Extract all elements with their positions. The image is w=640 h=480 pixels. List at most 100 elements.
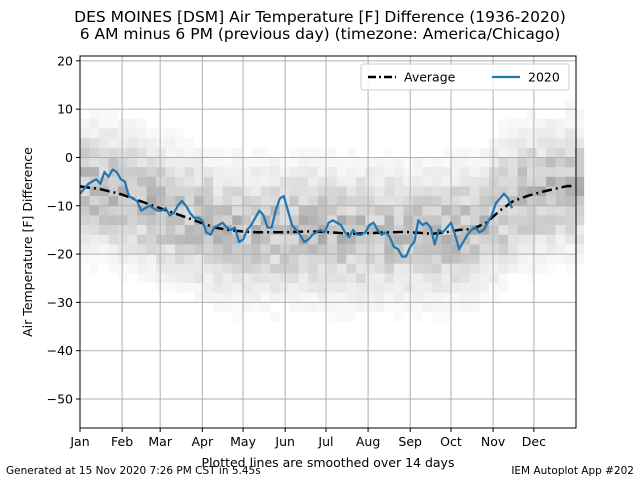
heatmap-cell (384, 225, 394, 235)
heatmap-cell (270, 196, 280, 206)
heatmap-cell (393, 186, 404, 197)
heatmap-cell (80, 254, 90, 264)
heatmap-cell (431, 157, 442, 168)
heatmap-cell (489, 147, 499, 158)
heatmap-cell (260, 263, 271, 274)
heatmap-cell (251, 147, 261, 158)
heatmap-cell (298, 283, 309, 293)
heatmap-cell (536, 205, 547, 216)
x-tick-label: Sep (398, 434, 422, 449)
heatmap-cell (260, 244, 271, 255)
heatmap-cell (260, 167, 271, 177)
heatmap-cell (384, 157, 394, 168)
heatmap-cell (346, 167, 356, 177)
heatmap-cell (118, 264, 128, 274)
heatmap-cell (222, 283, 233, 293)
heatmap-cell (99, 215, 109, 226)
heatmap-cell (165, 186, 176, 197)
heatmap-cell (527, 176, 537, 187)
heatmap-cell (508, 225, 518, 235)
heatmap-cell (327, 254, 337, 264)
heatmap-cell (260, 186, 271, 197)
x-tick-label: Apr (191, 434, 213, 449)
heatmap-cell (412, 292, 423, 303)
heatmap-cell (80, 118, 90, 129)
heatmap-cell (165, 263, 176, 274)
heatmap-cell (431, 176, 442, 187)
heatmap-cell (165, 147, 176, 158)
heatmap-cell (99, 196, 109, 206)
heatmap-cell (108, 157, 119, 168)
heatmap-cell (565, 147, 575, 158)
heatmap-cell (232, 205, 242, 216)
heatmap-cell (517, 128, 528, 139)
heatmap-cell (289, 147, 299, 158)
heatmap-cell (393, 196, 404, 206)
heatmap-cell (574, 167, 585, 177)
heatmap-cell (374, 292, 385, 303)
heatmap-cell (279, 254, 290, 264)
heatmap-cell (450, 196, 461, 206)
heatmap-cell (355, 215, 366, 226)
heatmap-cell (517, 118, 528, 129)
heatmap-cell (213, 254, 223, 264)
heatmap-cell (517, 176, 528, 187)
heatmap-cell (565, 205, 575, 216)
y-tick-label: 20 (57, 53, 73, 68)
heatmap-cell (260, 176, 271, 187)
heatmap-cell (384, 215, 394, 226)
heatmap-cell (498, 263, 509, 274)
plot-frame (79, 55, 577, 429)
heatmap-cell (213, 263, 223, 274)
heatmap-cell (498, 254, 509, 264)
heatmap-cell (289, 167, 299, 177)
heatmap-cell (470, 244, 480, 255)
heatmap-cell (365, 254, 375, 264)
heatmap-cell (432, 312, 442, 322)
heatmap-cell (489, 167, 499, 177)
heatmap-cell (527, 225, 537, 235)
heatmap-cell (232, 292, 242, 303)
heatmap-cell (146, 273, 157, 284)
heatmap-cell (175, 283, 185, 293)
heatmap-cell (232, 244, 242, 255)
heatmap-cell (270, 292, 280, 303)
heatmap-cell (546, 225, 556, 235)
heatmap-cell (450, 176, 461, 187)
heatmap-cell (108, 118, 119, 129)
heatmap-cell (298, 263, 309, 274)
heatmap-cell (156, 157, 166, 168)
heatmap-cell (203, 244, 214, 255)
heatmap-cell (555, 138, 566, 148)
heatmap-cell (308, 215, 318, 226)
heatmap-cell (517, 263, 528, 274)
heatmap-cell (166, 283, 176, 293)
heatmap-cell (146, 176, 157, 187)
heatmap-cell (280, 157, 290, 167)
heatmap-cell (127, 186, 138, 197)
heatmap-cell (412, 157, 423, 168)
heatmap-cell (222, 205, 233, 216)
heatmap-cell (555, 157, 566, 168)
heatmap-cell (422, 244, 432, 255)
heatmap-cell (146, 186, 157, 197)
heatmap-cell (470, 215, 480, 226)
heatmap-cell (355, 176, 366, 187)
heatmap-cell (508, 205, 518, 216)
x-tick-label: Mar (148, 434, 172, 449)
heatmap-cell (327, 283, 337, 293)
heatmap-cell (546, 234, 556, 245)
heatmap-cell (184, 147, 195, 158)
heatmap-cell (450, 263, 461, 274)
heatmap-cell (431, 302, 442, 313)
heatmap-cell (270, 244, 280, 255)
heatmap-cell (156, 225, 166, 235)
heatmap-cell (441, 312, 451, 322)
heatmap-cell (498, 128, 509, 139)
heatmap-cell (565, 196, 575, 206)
heatmap-cell (137, 138, 147, 148)
heatmap-cell (546, 167, 556, 177)
heatmap-cell (346, 157, 356, 167)
heatmap-cell (317, 273, 328, 284)
heatmap-cell (499, 119, 509, 129)
